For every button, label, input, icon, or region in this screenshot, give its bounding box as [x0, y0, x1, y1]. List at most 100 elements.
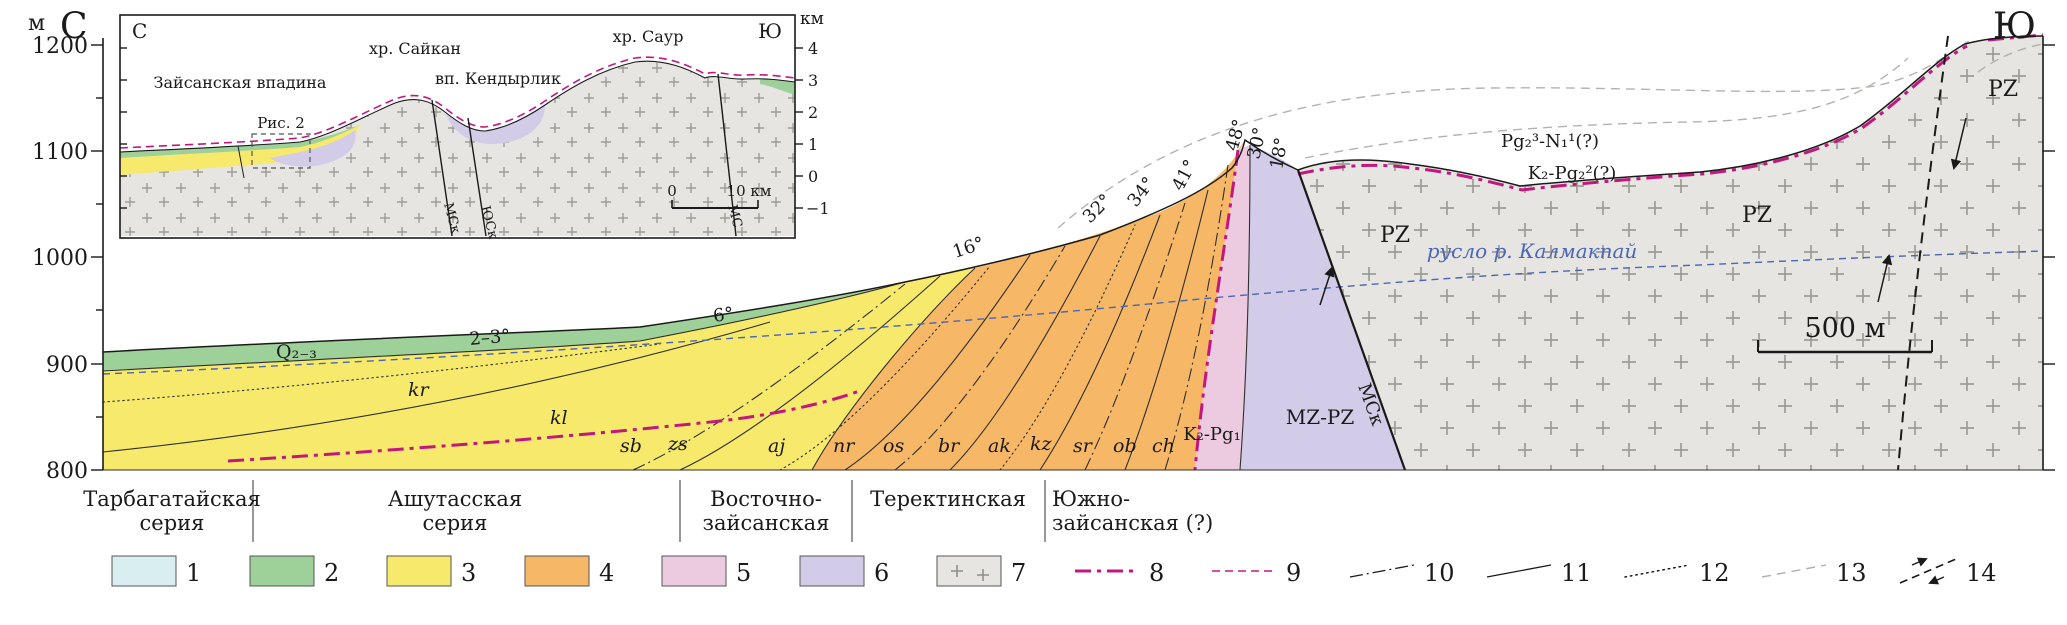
legend-item-11: 11 — [1486, 559, 1592, 587]
fault-right-down-arrow — [1950, 117, 1967, 171]
left-axis-ticks — [91, 44, 103, 471]
right-axis-ticks — [2043, 44, 2055, 471]
legend-swatch-5 — [661, 555, 727, 587]
legend-item-13: 13 — [1761, 559, 1867, 587]
legend-item-6: 6 — [799, 555, 889, 587]
bed-line-nr — [844, 254, 1031, 471]
unit-label-pz-right: PZ — [1742, 203, 1772, 228]
legend-item-9: 9 — [1212, 559, 1301, 587]
legend-swatch-2 — [249, 555, 315, 587]
inset-scale-label: 10 км — [727, 182, 772, 200]
bed-labels: kr kl sb zs aj nr os br ak kz sr ob ch — [408, 379, 1175, 457]
legend-swatch-1 — [111, 555, 177, 587]
region-purple-mzpz — [1240, 145, 1405, 470]
topographic-surface — [102, 35, 2044, 353]
inset-unit-label: км — [800, 9, 824, 29]
bed-label-os: os — [883, 435, 904, 457]
inset-fault-labels: МСк ЮСк МС — [440, 201, 745, 240]
legend-swatch-6 — [799, 555, 865, 587]
legend-swatch-3 — [386, 555, 452, 587]
legend-fault-arrow-up — [1911, 557, 1928, 567]
legend-number-8: 8 — [1149, 559, 1164, 587]
unconformity-lower-left — [227, 388, 863, 463]
scale-bar-label: 500 м — [1804, 313, 1885, 344]
axis-tick-label: 1000 — [32, 246, 88, 271]
legend-line-10 — [1349, 564, 1415, 578]
plus-symbols-icon — [951, 565, 989, 581]
legend-number-5: 5 — [736, 559, 751, 587]
bed-line-br — [949, 235, 1101, 471]
unit-label-q: Q₂₋₃ — [276, 341, 317, 363]
fig2-reference-label: Рис. 2 — [257, 114, 305, 132]
unit-label-pgn: Pg₂³-N₁¹(?) — [1501, 131, 1599, 152]
legend: 1 2 3 4 5 6 7 8 — [111, 555, 1997, 587]
region-yellow-ashutas — [103, 268, 975, 470]
yellow-orange-boundary — [811, 267, 976, 471]
legend-line-13 — [1761, 564, 1827, 578]
fig2-location-box — [251, 133, 311, 169]
unconformity-k2pg2 — [1297, 44, 1968, 192]
legend-number-3: 3 — [461, 559, 476, 587]
main-cross-section: 500 м 2–3° 6° 16° 32° 34° 41° 48° 30° 18… — [102, 33, 2044, 471]
bed-label-zs: zs — [667, 433, 688, 455]
legend-line-12 — [1624, 564, 1690, 578]
legend-number-10: 10 — [1424, 559, 1455, 587]
legend-number-7: 7 — [1011, 559, 1026, 587]
series-label: Тарбагатайская — [83, 487, 260, 511]
series-label: зайсанская (?) — [1052, 511, 1213, 535]
inset-tick-label: 3 — [808, 71, 818, 90]
legend-swatch-7 — [936, 555, 1002, 587]
legend-fault-arrow-down — [1928, 575, 1945, 585]
legend-item-5: 5 — [661, 555, 751, 587]
reconstructed-surfaces — [1057, 37, 2044, 229]
bed-label-sr: sr — [1073, 435, 1094, 457]
unit-label-mzpz: MZ-PZ — [1286, 405, 1355, 429]
inset-red-dashed-surface — [119, 56, 796, 149]
inset-tick-label: −1 — [806, 199, 830, 218]
bed-label-kz: kz — [1030, 433, 1053, 455]
inset-basin-green — [120, 125, 360, 158]
series-label: серия — [423, 511, 488, 535]
inset-border — [119, 14, 796, 239]
legend-line-11 — [1486, 564, 1552, 578]
bed-line-kr — [102, 343, 661, 403]
inset-scale-bar: 0 10 км — [667, 182, 772, 209]
elevation-axes: 1200 1100 1000 900 800 м С Ю — [28, 6, 2055, 484]
legend-item-12: 12 — [1624, 559, 1730, 587]
bed-line-ch — [1164, 164, 1229, 471]
legend-line-14 — [1899, 558, 1957, 584]
bed-label-ak: ak — [988, 435, 1011, 457]
bed-line-aj — [779, 265, 991, 471]
fault-msk-movement-arrow — [1319, 266, 1335, 306]
inset-green-right — [760, 79, 795, 95]
inset-fault-ms-label: МС — [724, 203, 745, 229]
inset-kendyrlik-label: вп. Кендырлик — [435, 69, 561, 88]
legend-item-3: 3 — [386, 555, 476, 587]
legend-number-2: 2 — [324, 559, 339, 587]
series-label: зайсанская — [703, 511, 830, 535]
inset-purple-lens-1 — [270, 130, 356, 167]
dip-label: 6° — [712, 303, 735, 327]
fault-right-up-arrow — [1877, 253, 1893, 303]
green-base-line — [102, 281, 906, 372]
unit-label-kpg2: K₂-Pg₂²(?) — [1528, 163, 1617, 184]
axis-tick-label: 900 — [46, 353, 88, 378]
fault-right-line — [1897, 35, 1949, 471]
inset-scale-zero: 0 — [667, 182, 677, 200]
bed-label-nr: nr — [833, 435, 856, 457]
bed-line-ob — [1124, 189, 1209, 471]
legend-number-1: 1 — [186, 559, 201, 587]
faults — [1296, 35, 1967, 471]
bed-label-kl: kl — [550, 407, 568, 429]
inset-tick-label: 2 — [808, 103, 818, 122]
river-label: русло р. Калмакпай — [1427, 239, 1638, 263]
unit-label-kpg1: K₂-Pg₁ — [1183, 424, 1241, 445]
dashed-arc-upper — [1057, 37, 1975, 229]
inset-right-axis-labels: 4 3 2 1 0 −1 — [806, 39, 830, 218]
legend-item-1: 1 — [111, 555, 201, 587]
series-labels: Тарбагатайская серия Ашутасская серия Во… — [83, 480, 1213, 542]
inset-basin-label: Зайсанская впадина — [154, 73, 327, 92]
inset-saikan-label: хр. Сайкан — [369, 39, 461, 58]
fault-msk-line — [1296, 169, 1407, 471]
pink-purple-boundary — [1239, 144, 1251, 471]
